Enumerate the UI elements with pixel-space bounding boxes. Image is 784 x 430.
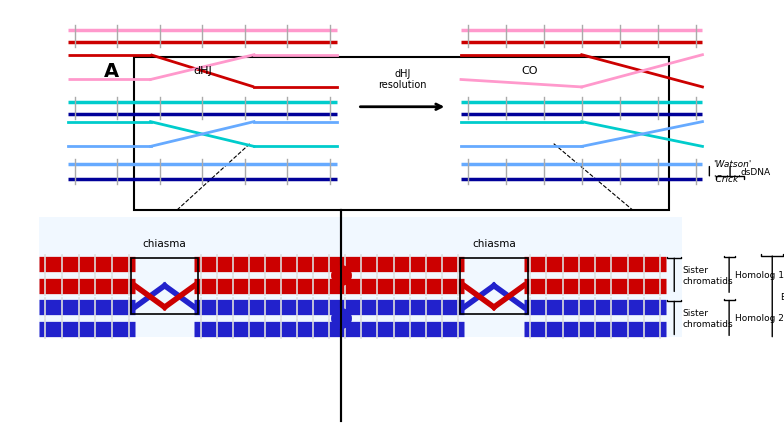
Text: dHJ
resolution: dHJ resolution [378,69,426,90]
Text: CO: CO [521,65,539,75]
Text: Homolog 2: Homolog 2 [735,314,784,322]
Bar [460,258,528,314]
Text: Homolog 1: Homolog 1 [735,271,784,280]
Text: Sister
chromatids: Sister chromatids [682,308,733,328]
Text: dHJ: dHJ [193,65,212,75]
Text: dsDNA: dsDNA [740,167,771,176]
Text: A: A [104,61,119,80]
Text: 'Crick': 'Crick' [713,175,741,184]
Text: 'Watson': 'Watson' [713,160,751,169]
Bar [39,217,682,338]
Bar [131,258,198,314]
Text: chiasma: chiasma [143,238,187,248]
Text: Sister
chromatids: Sister chromatids [682,265,733,285]
Text: chiasma: chiasma [472,238,516,248]
Bar [135,58,669,211]
Text: Bivalent: Bivalent [780,292,784,301]
